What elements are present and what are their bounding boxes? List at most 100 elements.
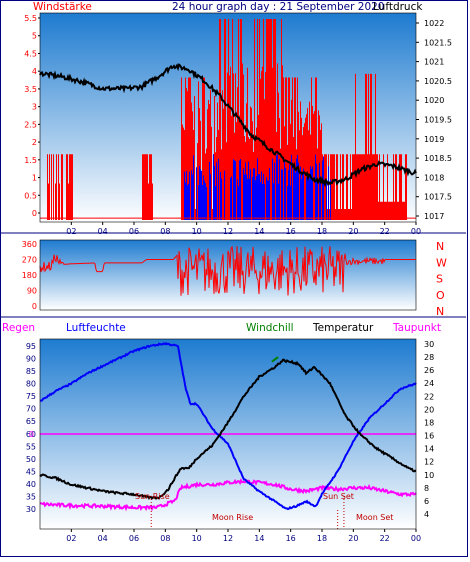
p3-right-tick: 12 xyxy=(424,458,434,467)
dewpoint-line xyxy=(39,478,417,512)
p1-left-tick: 2.5 xyxy=(24,120,37,129)
p3-left-tick: 70 xyxy=(26,405,36,414)
p1-left-tick: 0 xyxy=(32,209,37,218)
p1-right-tick: 1020 xyxy=(424,96,444,105)
p2-left-tick: 0 xyxy=(32,302,37,311)
x-tick-label: 00 xyxy=(411,227,421,236)
x-tick-label: 20 xyxy=(348,227,358,236)
p3-right-tick: 8 xyxy=(424,484,429,493)
p2-left-tick: 180 xyxy=(22,271,37,280)
graph-title: 24 hour graph day : 21 September 2020 xyxy=(172,1,385,13)
p1-right-tick: 1017.5 xyxy=(424,193,452,202)
sun-rise-label: Sun Rise xyxy=(135,492,170,501)
x-tick-label: 22 xyxy=(380,534,390,543)
p1-left-tick: 2 xyxy=(32,138,37,147)
p1-right-tick: 1017 xyxy=(424,212,444,221)
p3-right-tick: 18 xyxy=(424,418,434,427)
p1-left-tick: 4 xyxy=(32,67,37,76)
x-tick-label: 04 xyxy=(98,227,108,236)
p3-left-tick: 40 xyxy=(26,480,36,489)
temperature-line xyxy=(39,358,417,500)
p3-left-tick: 80 xyxy=(26,380,36,389)
windstaerke-label: Windstärke xyxy=(33,1,92,13)
p1-left-tick: 1 xyxy=(32,174,37,183)
plot-border-3 xyxy=(39,338,417,530)
p2-compass-label: O xyxy=(436,289,445,302)
p3-left-tick: 75 xyxy=(26,392,36,401)
p1-left-tick: 1.5 xyxy=(24,156,37,165)
x-tick-label: 14 xyxy=(254,534,264,543)
regen-label: Regen xyxy=(2,322,36,334)
p3-right-tick: 16 xyxy=(424,432,434,441)
x-tick-label: 22 xyxy=(380,227,390,236)
p1-right-tick: 1019.5 xyxy=(424,116,452,125)
moon-set-label: Moon Set xyxy=(356,513,393,522)
p3-left-tick: 50 xyxy=(26,455,36,464)
p3-right-tick: 4 xyxy=(424,510,429,519)
x-tick-label: 10 xyxy=(192,534,202,543)
p2-left-tick: 270 xyxy=(22,256,37,265)
x-tick-label: 02 xyxy=(66,227,76,236)
p3-right-tick: 20 xyxy=(424,405,434,414)
moon-rise-label: Moon Rise xyxy=(212,513,253,522)
p3-left-tick: 65 xyxy=(26,417,36,426)
p1-left-tick: 3 xyxy=(32,103,37,112)
p1-left-tick: 3.5 xyxy=(24,85,37,94)
x-tick-label: 06 xyxy=(129,534,139,543)
rain-zero-tick: 0 xyxy=(29,430,34,439)
x-tick-label: 02 xyxy=(66,534,76,543)
plot-area-2 xyxy=(40,240,416,310)
luftdruck-label: Luftdruck xyxy=(373,1,423,13)
x-tick-label: 18 xyxy=(317,534,327,543)
taupunkt-label: Taupunkt xyxy=(393,322,441,334)
p3-left-tick: 60 xyxy=(26,430,36,439)
luftfeuchte-label: Luftfeuchte xyxy=(66,322,126,334)
p2-compass-label: W xyxy=(436,256,447,269)
x-tick-label: 18 xyxy=(317,227,327,236)
x-tick-label: 00 xyxy=(411,534,421,543)
x-tick-label: 04 xyxy=(98,534,108,543)
x-tick-label: 16 xyxy=(286,534,296,543)
x-tick-label: 20 xyxy=(348,534,358,543)
p3-left-tick: 30 xyxy=(26,505,36,514)
p2-compass-label: N xyxy=(436,240,444,253)
p1-right-tick: 1019 xyxy=(424,135,444,144)
x-tick-label: 08 xyxy=(160,534,170,543)
p3-left-tick: 55 xyxy=(26,442,36,451)
p2-left-tick: 360 xyxy=(22,240,37,249)
p1-left-tick: 5 xyxy=(32,32,37,41)
p1-right-tick: 1021.5 xyxy=(424,38,452,47)
x-tick-label: 12 xyxy=(223,534,233,543)
p1-right-tick: 1021 xyxy=(424,58,444,67)
p3-right-tick: 24 xyxy=(424,379,434,388)
x-tick-label: 10 xyxy=(192,227,202,236)
p3-right-tick: 10 xyxy=(424,471,434,480)
p1-right-tick: 1020.5 xyxy=(424,77,452,86)
p3-left-tick: 95 xyxy=(26,342,36,351)
p1-left-tick: 5.5 xyxy=(24,14,37,23)
wind-direction-line xyxy=(39,245,416,296)
p1-left-tick: 0.5 xyxy=(24,191,37,200)
p1-left-tick: 4.5 xyxy=(24,49,37,58)
p2-left-tick: 90 xyxy=(27,287,37,296)
x-tick-label: 16 xyxy=(286,227,296,236)
p3-right-tick: 22 xyxy=(424,392,434,401)
x-tick-label: 14 xyxy=(254,227,264,236)
p3-right-tick: 28 xyxy=(424,353,434,362)
p1-right-tick: 1018 xyxy=(424,173,444,182)
humidity-line xyxy=(39,342,417,511)
p3-left-tick: 45 xyxy=(26,467,36,476)
plot-border-1 xyxy=(39,12,417,223)
p1-right-tick: 1022 xyxy=(424,19,444,28)
p3-left-tick: 90 xyxy=(26,355,36,364)
pressure-line xyxy=(39,63,417,188)
x-tick-label: 08 xyxy=(160,227,170,236)
p3-right-tick: 26 xyxy=(424,366,434,375)
p3-right-tick: 14 xyxy=(424,445,434,454)
temperatur-label: Temperatur xyxy=(313,322,374,334)
p1-right-tick: 1018.5 xyxy=(424,154,452,163)
x-tick-label: 06 xyxy=(129,227,139,236)
p2-compass-label: N xyxy=(436,305,444,318)
p2-compass-label: S xyxy=(436,273,443,286)
